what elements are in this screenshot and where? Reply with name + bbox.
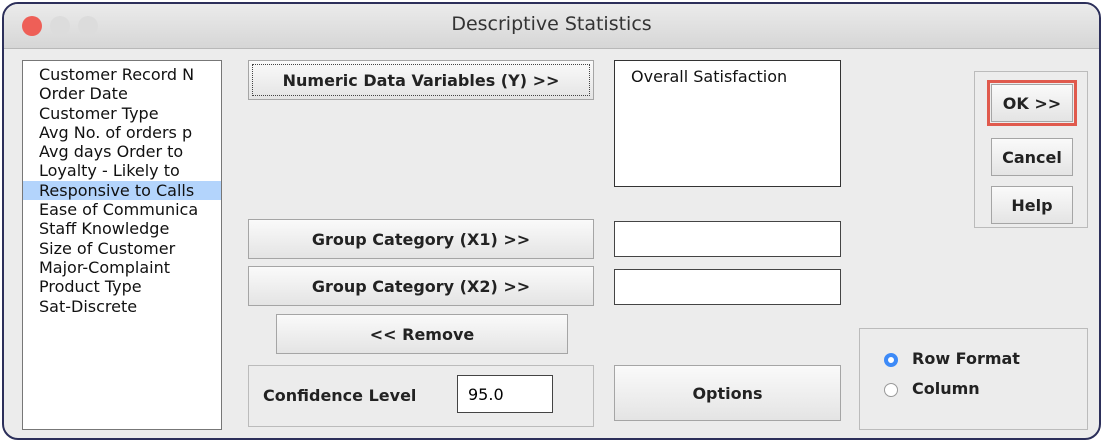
cancel-button[interactable]: Cancel xyxy=(991,138,1073,176)
variable-item[interactable]: Customer Record N xyxy=(39,65,195,84)
radio-button[interactable] xyxy=(884,353,898,367)
numeric-button[interactable]: Numeric Data Variables (Y) >> xyxy=(248,60,594,100)
confidence-label: Confidence Level xyxy=(263,386,417,405)
variable-item[interactable]: Product Type xyxy=(39,277,142,297)
variable-item[interactable]: Customer Type xyxy=(39,103,159,123)
variable-item[interactable]: Avg No. of orders p xyxy=(39,122,193,142)
variable-item[interactable]: Responsive to Calls xyxy=(23,180,221,201)
actions-panel: OK >> Cancel Help xyxy=(974,71,1088,228)
variable-item[interactable]: Loyalty - Likely to xyxy=(39,161,180,181)
options-button[interactable]: Options xyxy=(614,365,841,421)
variable-item[interactable]: Sat-Discrete xyxy=(39,296,138,316)
radio-button[interactable] xyxy=(884,383,898,397)
group2-input[interactable] xyxy=(614,269,841,305)
group2-button[interactable]: Group Category (X2) >> xyxy=(248,266,594,306)
radio-label: Row Format xyxy=(912,349,1020,368)
variable-item[interactable]: Ease of Communica xyxy=(39,200,199,220)
minimize-button xyxy=(50,16,70,36)
zoom-button xyxy=(78,16,98,36)
remove-button[interactable]: << Remove xyxy=(276,314,568,354)
variable-item[interactable]: Size of Customer xyxy=(39,238,176,258)
variable-item[interactable]: Avg days Order to xyxy=(39,142,184,162)
group1-button[interactable]: Group Category (X1) >> xyxy=(248,219,594,259)
radio-label: Column xyxy=(912,379,980,398)
variable-list[interactable]: Customer Record N Order Date Customer Type… xyxy=(22,60,222,430)
close-button[interactable] xyxy=(22,16,42,36)
ok-button[interactable]: OK >> xyxy=(991,84,1073,122)
variable-item[interactable]: Major-Complaint xyxy=(39,257,170,277)
group1-input[interactable] xyxy=(614,221,841,257)
format-panel: Row Format Column xyxy=(859,328,1088,430)
help-button[interactable]: Help xyxy=(991,186,1073,224)
highlight-box xyxy=(987,80,1077,126)
confidence-input[interactable]: 95.0 xyxy=(457,375,553,413)
confidence-panel: Confidence Level 95.0 xyxy=(248,365,594,427)
variable-item[interactable]: Order Date xyxy=(39,84,128,104)
window-title: Descriptive Statistics xyxy=(451,13,652,35)
numeric-item[interactable]: Overall Satisfaction xyxy=(631,67,788,86)
variable-item[interactable]: Staff Knowledge xyxy=(39,219,170,239)
title-bar: Descriptive Statistics xyxy=(4,4,1099,49)
numeric-list[interactable]: Overall Satisfaction xyxy=(614,60,841,187)
